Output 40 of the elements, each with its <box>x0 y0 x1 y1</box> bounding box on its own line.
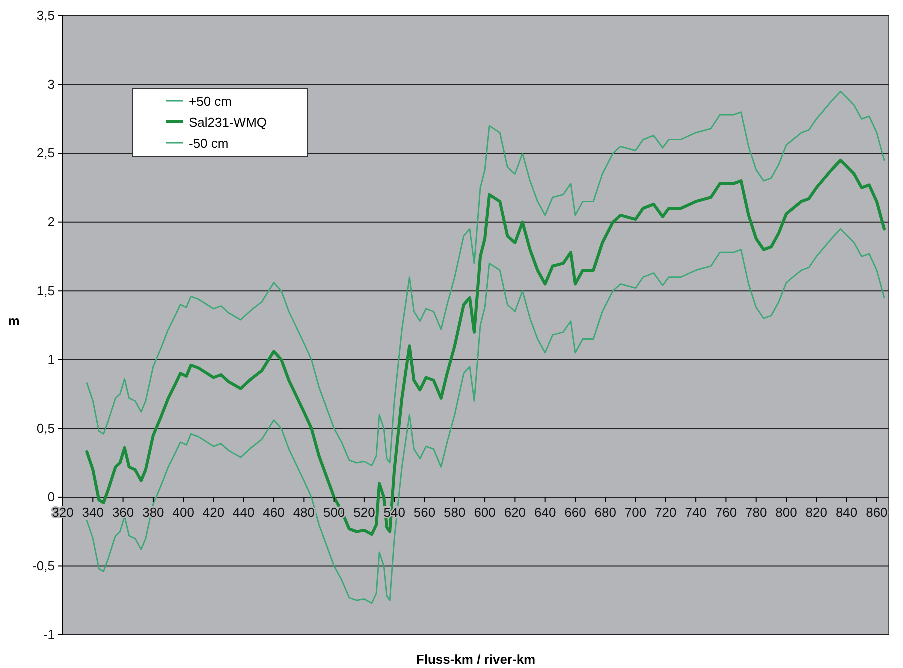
x-tick-label: 640 <box>534 505 556 520</box>
x-tick-label: 440 <box>233 505 255 520</box>
x-tick-label: 400 <box>172 505 194 520</box>
x-tick-label: 340 <box>82 505 104 520</box>
y-tick-label: 1 <box>48 352 55 368</box>
x-tick-label: 560 <box>414 505 436 520</box>
y-tick-label: -0,5 <box>32 558 55 574</box>
y-tick-label: -1 <box>43 627 55 642</box>
x-tick-label: 780 <box>746 505 768 520</box>
x-tick-label: 800 <box>776 505 798 520</box>
x-tick-label: 620 <box>504 505 526 520</box>
y-tick-label: 1,5 <box>36 283 55 298</box>
x-tick-label: 740 <box>685 505 707 520</box>
legend-label: -50 cm <box>189 136 229 151</box>
x-tick-label: 660 <box>564 505 586 520</box>
y-tick-label: 3 <box>48 76 55 92</box>
x-tick-label: 480 <box>293 505 316 520</box>
x-tick-label: 360 <box>112 505 134 520</box>
x-tick-label: 860 <box>866 505 888 520</box>
y-tick-label: 2,5 <box>36 146 55 161</box>
y-tick-label: 0,5 <box>36 420 55 436</box>
x-tick-label: 720 <box>655 505 677 520</box>
x-tick-label: 600 <box>474 505 496 520</box>
x-tick-label: 420 <box>202 505 225 520</box>
y-tick-label: 0 <box>48 490 55 505</box>
x-tick-label: 760 <box>715 505 738 520</box>
y-tick-label: 3,5 <box>36 8 55 24</box>
line-series <box>86 90 886 467</box>
legend-label: Sal231-WMQ <box>189 115 268 130</box>
legend-label: +50 cm <box>189 94 232 109</box>
x-tick-label: 820 <box>806 505 828 520</box>
x-tick-label: 680 <box>594 505 616 520</box>
x-tick-label: 520 <box>354 505 376 520</box>
y-tick-label: 2 <box>48 214 55 230</box>
x-tick-label: 700 <box>624 505 647 520</box>
y-axis-title: m <box>8 314 20 328</box>
x-tick-label: 460 <box>263 505 285 520</box>
x-axis-title: Fluss-km / river-km <box>416 652 536 667</box>
x-tick-label: 580 <box>444 505 466 520</box>
x-tick-label: 840 <box>836 505 858 520</box>
